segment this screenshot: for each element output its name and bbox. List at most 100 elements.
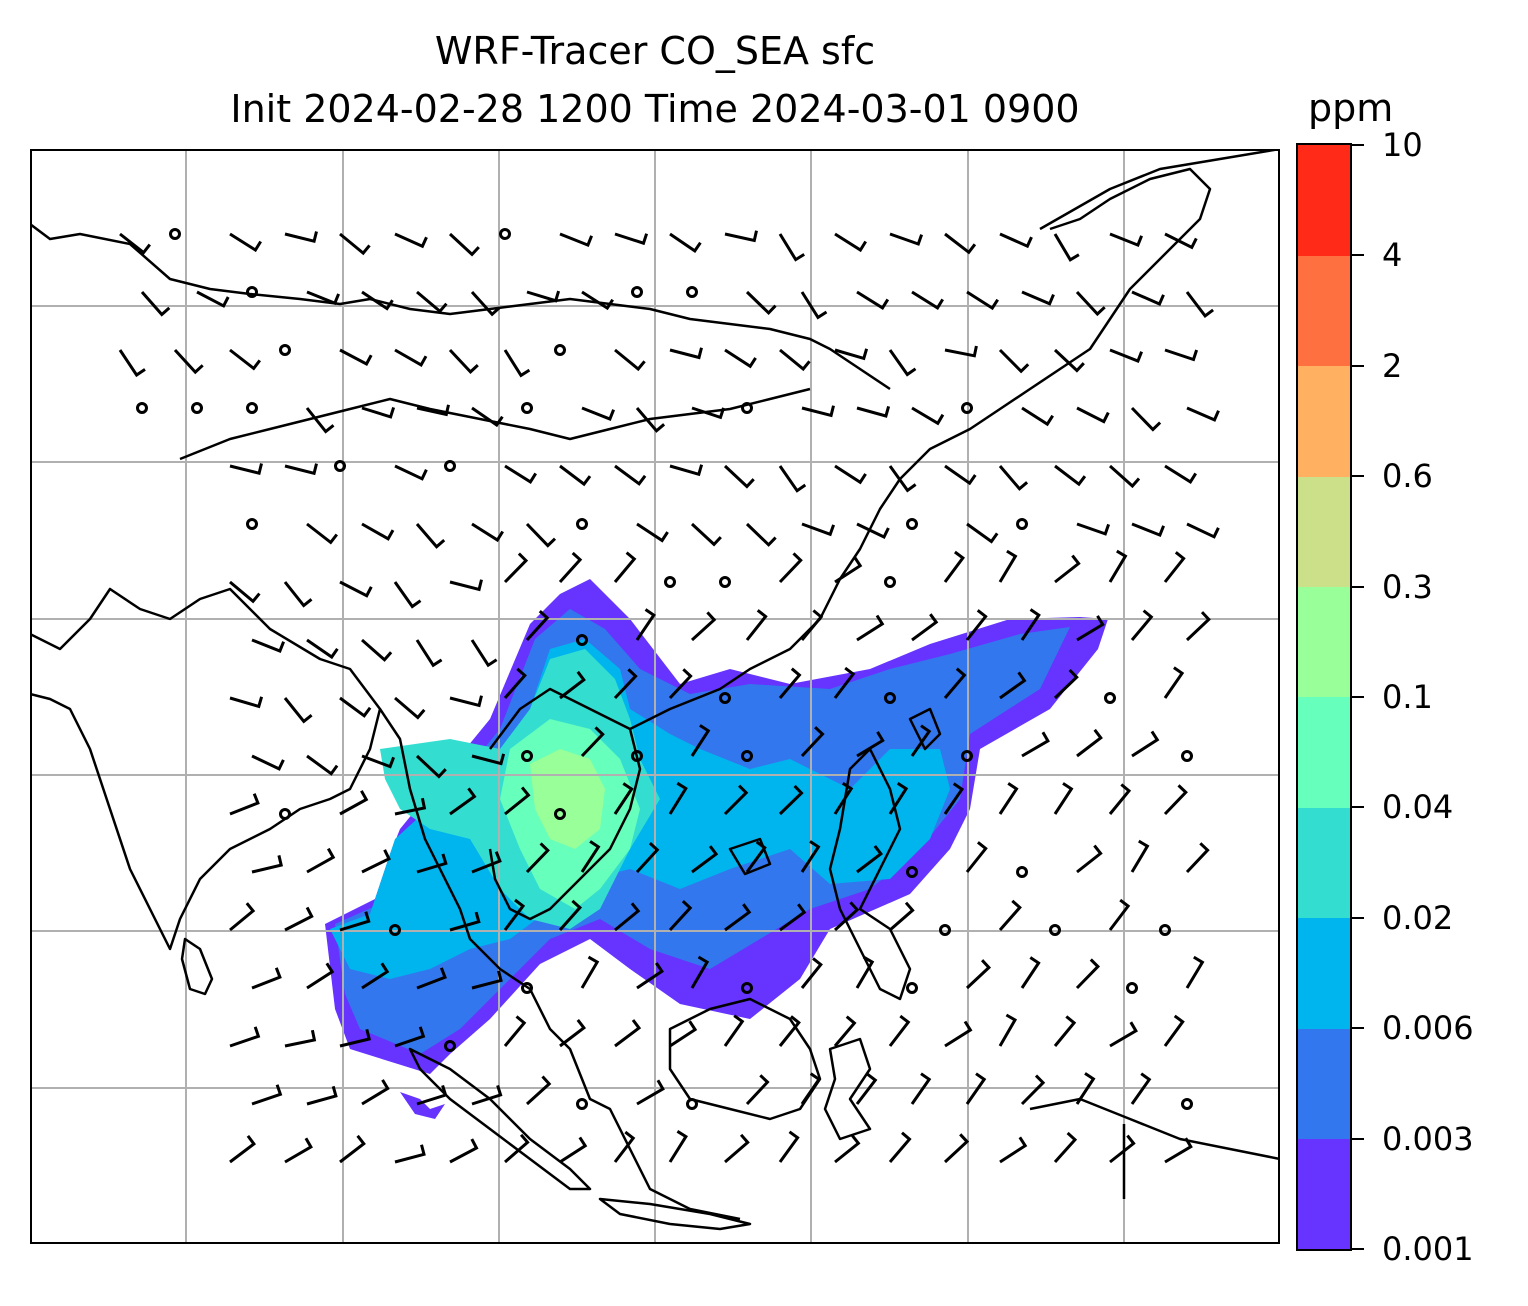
calm-circle-icon xyxy=(279,808,291,820)
wind-barb-icon xyxy=(834,464,867,485)
wind-barb-icon xyxy=(856,290,890,310)
wind-barb-icon xyxy=(943,1133,970,1164)
wind-barb-icon xyxy=(724,348,757,369)
colorbar-segment xyxy=(1298,476,1350,588)
wind-barb-icon xyxy=(284,231,318,244)
wind-barb-icon xyxy=(448,232,480,257)
wind-barb-icon xyxy=(779,348,811,372)
wind-barb-icon xyxy=(966,522,999,544)
wind-barb-icon xyxy=(306,290,340,306)
wind-barb-icon xyxy=(613,551,637,583)
calm-circle-icon xyxy=(1159,924,1171,936)
wind-barb-icon xyxy=(1186,406,1220,422)
coastline-philippines xyxy=(828,747,912,1001)
wind-barb-icon xyxy=(470,290,501,317)
wind-barb-icon xyxy=(856,731,885,758)
wind-barb-icon xyxy=(723,464,755,489)
wind-barb-icon xyxy=(339,1028,372,1048)
calm-circle-icon xyxy=(444,1040,456,1052)
coastline-new-guinea xyxy=(1029,1097,1280,1199)
colorbar xyxy=(1296,143,1352,1251)
wind-barb-icon xyxy=(1163,551,1186,583)
wind-barb-icon xyxy=(361,522,395,541)
map-subtitle: Init 2024-02-28 1200 Time 2024-03-01 090… xyxy=(230,87,1080,131)
colorbar-segment xyxy=(1298,697,1350,808)
wind-barb-icon xyxy=(525,842,550,874)
wind-barb-icon xyxy=(471,851,502,874)
calm-circle-icon xyxy=(521,982,533,994)
wind-barb-icon xyxy=(361,754,396,769)
wind-barb-icon xyxy=(668,1130,688,1163)
calm-circle-icon xyxy=(1181,750,1193,762)
wind-barb-icon xyxy=(1076,844,1103,874)
coastline-taiwan xyxy=(908,707,942,751)
coastline-java xyxy=(598,1197,752,1231)
gridlines xyxy=(30,149,1280,1244)
wind-barb-icon xyxy=(1131,522,1165,538)
wind-barb-icon xyxy=(943,667,967,699)
wind-barb-icon xyxy=(998,465,1029,491)
wind-barb-icon xyxy=(361,290,394,311)
calm-circle-icon xyxy=(1104,692,1116,704)
calm-circle-icon xyxy=(191,402,203,414)
wind-barb-icon xyxy=(306,847,336,874)
calm-circle-icon xyxy=(554,344,566,356)
wind-barb-icon xyxy=(635,841,660,874)
colorbar-tick xyxy=(1352,916,1364,919)
wind-barb-icon xyxy=(1108,898,1131,931)
wind-barb-icon xyxy=(965,959,992,990)
wind-barb-icon xyxy=(284,1137,313,1164)
calm-circle-icon xyxy=(906,866,918,878)
wind-barb-icon xyxy=(1186,522,1220,539)
wind-barb-icon xyxy=(394,232,428,249)
wind-barb-icon xyxy=(944,464,977,486)
wind-barb-icon xyxy=(943,782,965,815)
calm-circle-icon xyxy=(719,576,731,588)
wind-barb-icon xyxy=(394,696,426,720)
wind-barb-icon xyxy=(504,786,531,816)
colorbar-tick-label: 0.1 xyxy=(1382,678,1433,716)
wind-barb-icon xyxy=(284,463,318,476)
calm-circle-icon xyxy=(939,924,951,936)
wind-barb-icon xyxy=(669,347,703,360)
wind-barb-icon xyxy=(888,1131,912,1163)
wind-barb-icon xyxy=(196,290,230,308)
wind-barb-icon xyxy=(1076,522,1111,536)
map-frame xyxy=(30,149,1280,1244)
wind-barb-icon xyxy=(1185,842,1210,874)
wind-barb-icon xyxy=(1185,291,1214,318)
wind-barb-icon xyxy=(1130,609,1154,641)
wind-barb-icon xyxy=(690,724,711,757)
calm-circle-icon xyxy=(1181,1098,1193,1110)
wind-barb-icon xyxy=(998,549,1018,583)
map-panel[interactable] xyxy=(30,149,1280,1244)
calm-circle-icon xyxy=(719,692,731,704)
calm-circle-icon xyxy=(906,982,918,994)
calm-circle-icon xyxy=(1016,866,1028,878)
wind-barb-icon xyxy=(690,522,722,547)
wind-barb-icon xyxy=(1108,549,1128,583)
wind-barb-icon xyxy=(503,898,526,931)
wind-barb-icon xyxy=(1163,784,1188,816)
wind-barb-icon xyxy=(801,522,836,537)
wind-barb-icon xyxy=(943,550,966,583)
wind-barb-icon xyxy=(778,1015,801,1047)
wind-barb-icon xyxy=(834,348,869,361)
calm-circle-icon xyxy=(499,228,511,240)
wind-barb-icon xyxy=(745,522,777,547)
wind-barb-icon xyxy=(800,957,823,989)
wind-barb-icon xyxy=(910,1072,932,1105)
wind-barb-icon xyxy=(1164,348,1199,362)
wind-barb-icon xyxy=(229,1026,261,1048)
wind-barb-icon xyxy=(800,1072,822,1105)
wind-barb-icon xyxy=(1163,666,1185,699)
wind-barb-icon xyxy=(614,348,646,372)
calm-circle-icon xyxy=(741,402,753,414)
wind-barb-icon xyxy=(448,348,479,375)
field-speck xyxy=(400,1092,445,1119)
colorbar-tick xyxy=(1352,585,1364,588)
wind-barb-icon xyxy=(580,840,601,873)
colorbar-segment xyxy=(1298,145,1350,256)
wind-barb-icon xyxy=(140,291,171,317)
wind-barb-icon xyxy=(778,784,804,816)
